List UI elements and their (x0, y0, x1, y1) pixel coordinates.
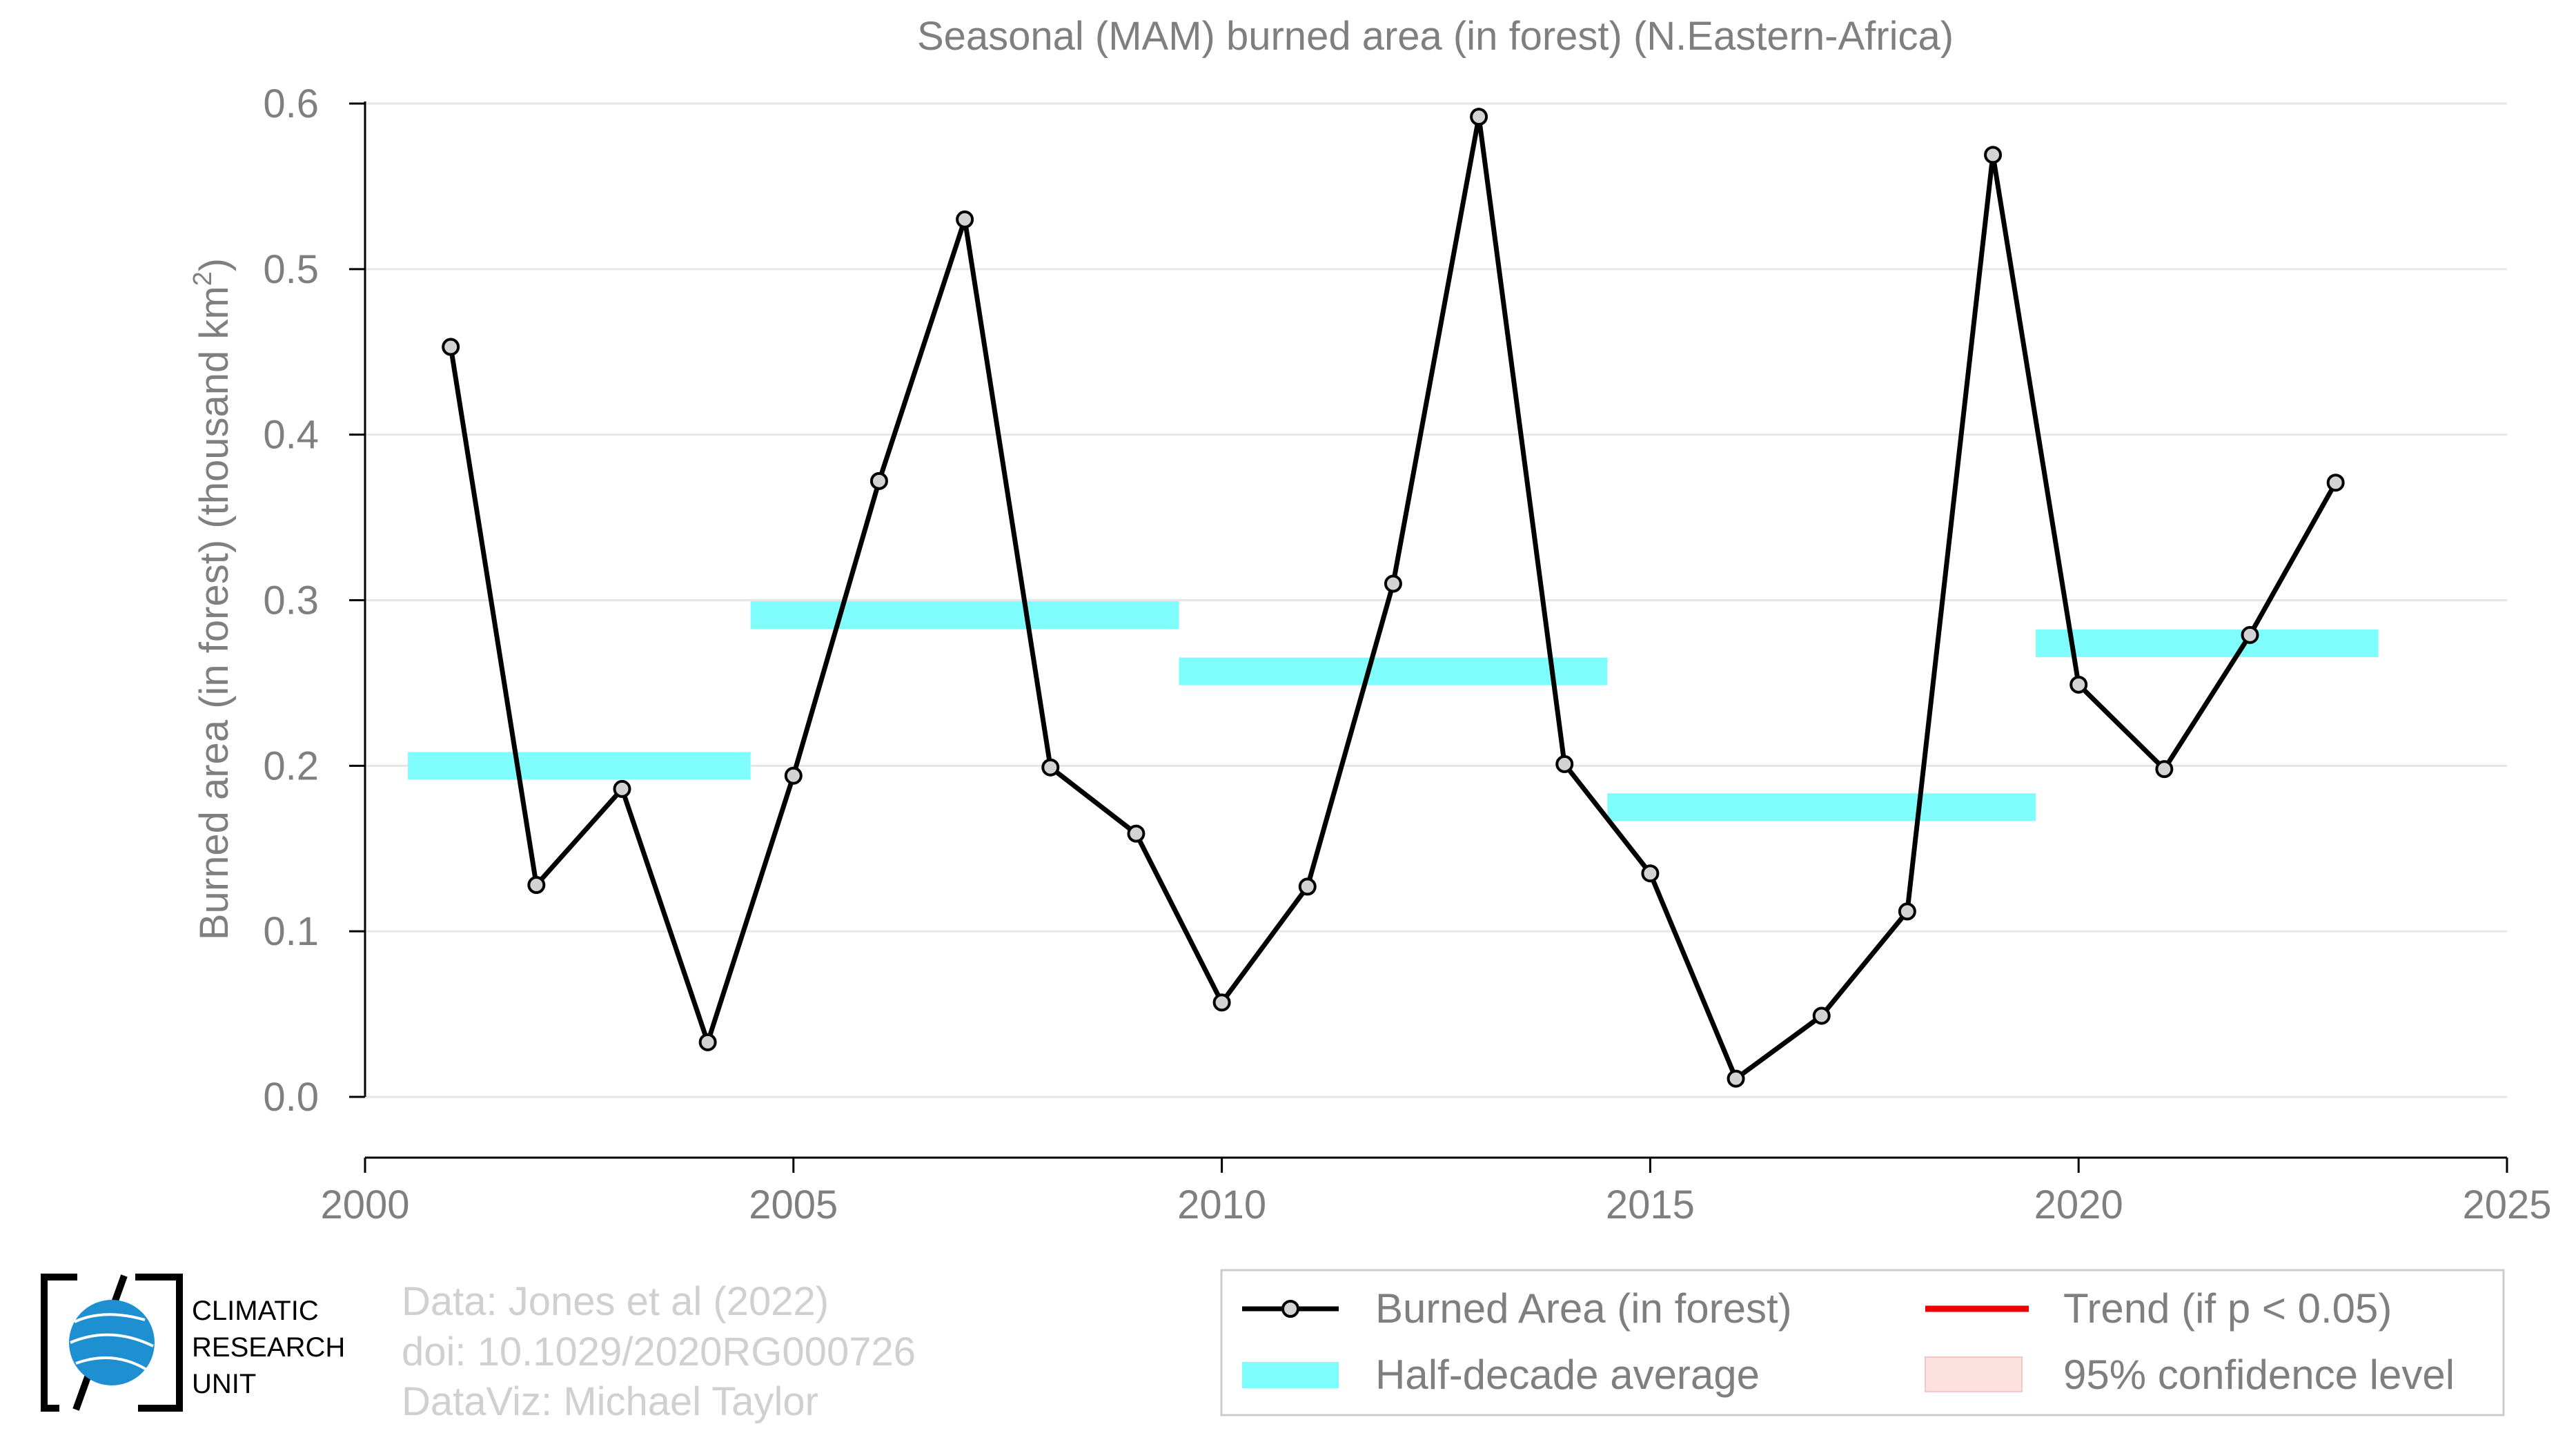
data-point (1898, 902, 1916, 921)
data-point (956, 210, 974, 228)
data-point (784, 766, 803, 785)
logo-text-climatic: CLIMATIC (192, 1296, 319, 1326)
logo-bracket-right (135, 1274, 183, 1412)
data-point (442, 338, 460, 356)
data-point (698, 1033, 717, 1051)
data-point (2326, 474, 2345, 492)
credits: Data: Jones et al (2022) doi: 10.1029/20… (402, 1279, 916, 1424)
logo-text-research: RESEARCH (192, 1332, 345, 1363)
data-point (613, 779, 631, 798)
data-point (2241, 625, 2259, 644)
x-tick-label: 2020 (2034, 1182, 2123, 1227)
legend-label-trend: Trend (if p < 0.05) (2063, 1285, 2392, 1332)
grid (365, 102, 2507, 1098)
data-point (1727, 1069, 1745, 1088)
y-axis-label: Burned area (in forest) (thousand km2) (188, 258, 237, 940)
globe-swirl-3 (75, 1356, 149, 1372)
data-point (1212, 993, 1231, 1012)
legend-box (1220, 1269, 2505, 1416)
y-axis-label-main: Burned area (in forest) (thousand km (192, 286, 237, 940)
data-point (527, 876, 546, 895)
x-tick-label: 2010 (1177, 1182, 1266, 1227)
data-point (869, 471, 888, 490)
data-point (2069, 675, 2088, 694)
data-point (2155, 760, 2174, 779)
credit-data: Data: Jones et al (2022) (402, 1279, 829, 1324)
y-tick-label: 0.0 (263, 1075, 319, 1120)
logo-bracket-left (41, 1274, 77, 1412)
half-decade-bars (408, 601, 2379, 821)
data-point (1641, 864, 1660, 883)
chart-title: Seasonal (MAM) burned area (in forest) (… (917, 14, 1954, 59)
data-point (1555, 754, 1574, 773)
credit-dataviz: DataViz: Michael Taylor (402, 1379, 818, 1424)
y-tick-label: 0.6 (263, 81, 319, 126)
half-decade-bar (408, 752, 751, 780)
half-decade-bar (2036, 629, 2379, 657)
y-tick-label: 0.2 (263, 743, 319, 788)
legend: Burned Area (in forest) Trend (if p < 0.… (1220, 1269, 2505, 1416)
y-tick-label: 0.5 (263, 247, 319, 292)
x-tick-label: 2025 (2462, 1182, 2551, 1227)
x-axis: 2000 2005 2010 2015 2020 2025 (320, 1156, 2552, 1227)
x-tick-label: 2015 (1606, 1182, 1695, 1227)
data-point (1298, 877, 1317, 896)
y-tick-label: 0.1 (263, 909, 319, 954)
legend-half-decade-symbol (1242, 1362, 1339, 1388)
data-point (1041, 758, 1060, 777)
data-point (1384, 574, 1402, 593)
credit-doi: doi: 10.1029/2020RG000726 (402, 1330, 916, 1374)
legend-label-half-decade: Half-decade average (1375, 1352, 1760, 1398)
cru-logo: CLIMATIC RESEARCH UNIT (41, 1274, 345, 1412)
y-axis: 0.0 0.1 0.2 0.3 0.4 0.5 0.6 (263, 81, 366, 1120)
series-line (448, 114, 2338, 1082)
y-axis-label-suffix: ) (192, 258, 237, 271)
x-tick-label: 2000 (320, 1182, 409, 1227)
y-tick-label: 0.4 (263, 413, 319, 458)
logo-text-unit: UNIT (192, 1369, 256, 1399)
legend-marker-symbol (1281, 1300, 1299, 1318)
legend-label-burned-area: Burned Area (in forest) (1375, 1285, 1792, 1332)
data-point (1470, 108, 1488, 126)
data-point (1127, 824, 1146, 843)
half-decade-bar (1179, 657, 1608, 685)
half-decade-bar (750, 601, 1179, 630)
data-point (1984, 146, 2003, 164)
legend-confidence-symbol (1925, 1356, 2023, 1392)
half-decade-bar (1607, 793, 2036, 821)
y-tick-label: 0.3 (263, 578, 319, 623)
legend-label-confidence: 95% confidence level (2063, 1352, 2455, 1398)
globe-swirl-1 (74, 1313, 146, 1323)
series-points (442, 108, 2345, 1088)
y-axis-label-superscript: 2 (188, 271, 217, 286)
x-tick-label: 2005 (749, 1182, 838, 1227)
globe-swirl-2 (70, 1333, 154, 1347)
series-line-layer (448, 114, 2338, 1082)
data-point (1812, 1006, 1831, 1025)
